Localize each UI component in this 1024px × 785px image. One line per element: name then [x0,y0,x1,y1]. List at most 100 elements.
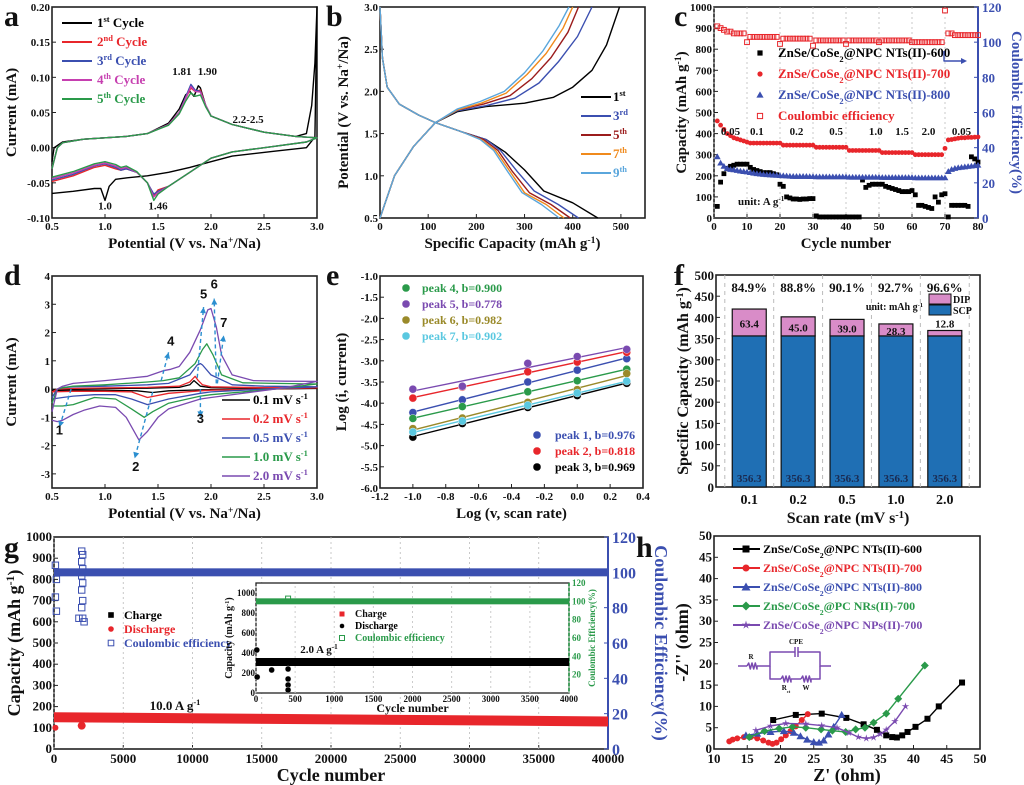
ce-outlier [79,596,87,605]
data-point [802,719,810,728]
data-point [961,32,968,39]
data-point [894,694,903,703]
legend-label: SCP [953,306,972,317]
x-tick-label: 20 [774,751,787,766]
data-point [903,189,908,195]
y2-tick-label: 40 [572,651,582,661]
y-tick-label: 0 [708,480,715,495]
data-point [948,30,955,37]
data-point [780,35,787,42]
y-tick-label: 250 [695,374,715,389]
panel-e: -1.2 -1.0 -0.8 -0.6 -0.4 -0.2 0.0 0.2 0.4 -6.0 -5.… [334,271,650,522]
y-tick-label: -1.5 [361,292,379,304]
y-tick-label: 500 [33,635,53,650]
y-tick-label: 1000 [237,588,256,598]
y2-tick-label: 120 [572,578,586,588]
x-tick-label: 30000 [453,751,486,766]
peak-number: 3 [197,411,204,426]
data-point [975,32,981,39]
data-point [909,39,915,46]
data-point [754,33,760,40]
rate-label: 0.05 [721,126,741,138]
peak-number: 2 [132,459,139,474]
data-point [800,196,806,202]
x-tick-label: 200 [468,221,485,233]
y-axis-title: Potential (V vs. Na+/Na) [335,36,353,189]
data-point [935,39,942,46]
legend-marker [756,91,764,98]
rate-label: 0.2 [790,126,804,138]
data-point [958,32,965,39]
data-point [924,715,931,722]
data-point [936,152,941,158]
legend-label: ZnSe/CoSe2@NPC NPs(II)-700 [763,618,922,636]
percent-label: 88.8% [780,280,816,295]
panel-label-f: f [674,259,685,292]
inset-data-point [253,646,260,654]
data-point [873,726,880,733]
inset-data-point [284,686,292,694]
x-tick-label: 30 [808,221,820,233]
legend-label: 5th [613,126,627,142]
data-point [717,159,724,166]
x-tick-label: 30 [841,751,854,766]
y-tick-label: 400 [695,310,715,325]
guide-arrow [134,391,154,459]
data-point [780,142,786,148]
x-tick-label: 25000 [384,751,417,766]
legend-marker [401,299,411,309]
data-point [837,214,842,220]
legend-label: ZnSe/CoSe2@NPC NTs(II)-800 [778,87,950,106]
data-point [778,736,785,743]
data-point [741,161,747,167]
y-tick-label: 4 [45,271,51,283]
data-point [833,214,839,220]
data-point [523,367,532,377]
data-point [929,152,935,158]
peak-annotation: 1.46 [148,201,168,213]
y-tick-label: -2 [41,441,51,453]
panel-label-e: e [326,259,339,292]
data-point [873,148,879,153]
panel-label-h: h [636,531,653,564]
legend-label: 1.0 mV s-1 [253,448,308,464]
data-point [915,39,922,46]
data-point [830,214,836,220]
data-point [747,164,753,170]
data-point [860,177,865,183]
panel-h: 10 15 20 25 30 35 40 45 50 0 5 10 15 20 25 30 35 40 45 50 Z'… [672,528,987,785]
y2-tick-label: 120 [612,530,636,547]
bar-label-dip: 63.4 [740,318,760,330]
x-tick-label: 0.2 [789,493,807,508]
data-point [784,142,789,148]
data-point [836,37,843,44]
y-tick-label: 600 [242,628,256,638]
y-tick-label: 30 [699,613,712,628]
arrow-head-icon [211,298,218,305]
arrow-head-icon [133,451,140,459]
peak-number: 4 [167,333,175,348]
x-tick-label: 1.0 [98,221,112,233]
data-point [796,35,803,42]
y2-axis-title: Coulombic Efficiency(%) [650,545,671,740]
plot-frame [379,6,646,219]
legend-marker [532,462,542,472]
data-point [936,199,941,205]
legend-marker [532,430,542,440]
data-point [876,181,882,187]
data-point [837,144,842,150]
data-point [573,376,582,385]
data-point [738,161,743,167]
x-tick-label: 3500 [521,694,540,704]
x-tick-label: 45 [940,751,954,766]
data-point [912,723,919,730]
bar-dip [927,329,963,337]
x-tick-label: 60 [907,221,919,233]
data-point [856,148,862,153]
data-point [833,37,840,44]
data-point [854,733,863,741]
data-point [757,140,763,146]
y-tick-label: 150 [695,416,715,431]
data-point [810,42,816,49]
